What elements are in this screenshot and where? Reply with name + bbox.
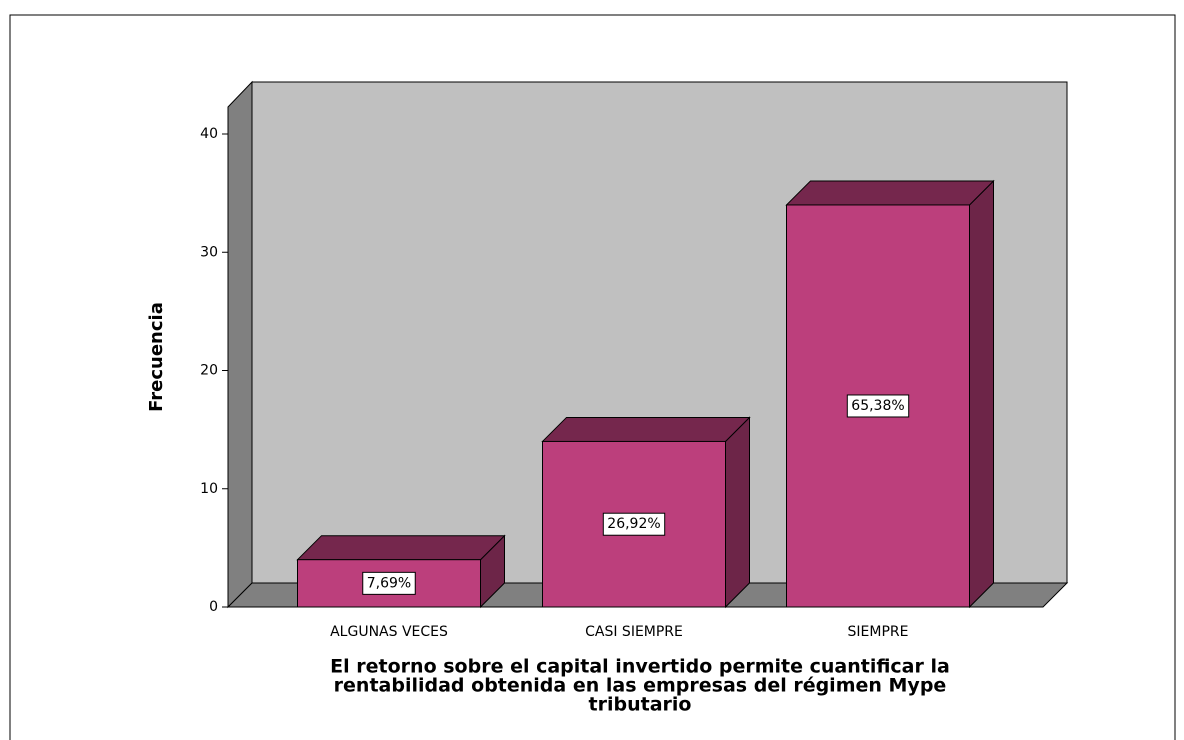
y-tick-label: 10 xyxy=(200,481,218,497)
bar-top xyxy=(541,416,751,442)
frame xyxy=(9,14,1176,740)
x-tick-label: ALGUNAS VECES xyxy=(330,624,448,640)
bar-top xyxy=(296,535,506,561)
y-tick-label: 20 xyxy=(200,363,218,379)
y-tick-label: 0 xyxy=(209,599,218,615)
bar-side xyxy=(725,416,750,609)
value-label-box xyxy=(602,512,666,536)
side-wall xyxy=(227,80,253,609)
x-axis-label: El retorno sobre el capital invertido pe… xyxy=(330,656,950,678)
x-axis-label: rentabilidad obtenida en las empresas de… xyxy=(334,675,947,697)
y-axis-label: Frecuencia xyxy=(146,302,167,412)
bar-side xyxy=(969,179,994,609)
y-tick-label: 40 xyxy=(200,126,218,142)
value-label: 7,69% xyxy=(367,575,411,591)
y-tick-label: 30 xyxy=(200,244,218,260)
value-label-box xyxy=(362,571,416,595)
value-label: 26,92% xyxy=(607,516,660,532)
x-tick-label: SIEMPRE xyxy=(848,624,909,640)
value-label: 65,38% xyxy=(851,398,904,414)
x-tick-label: CASI SIEMPRE xyxy=(585,624,683,640)
value-label-box xyxy=(846,394,910,418)
bar-top xyxy=(785,180,995,206)
x-axis-label: tributario xyxy=(589,694,692,716)
